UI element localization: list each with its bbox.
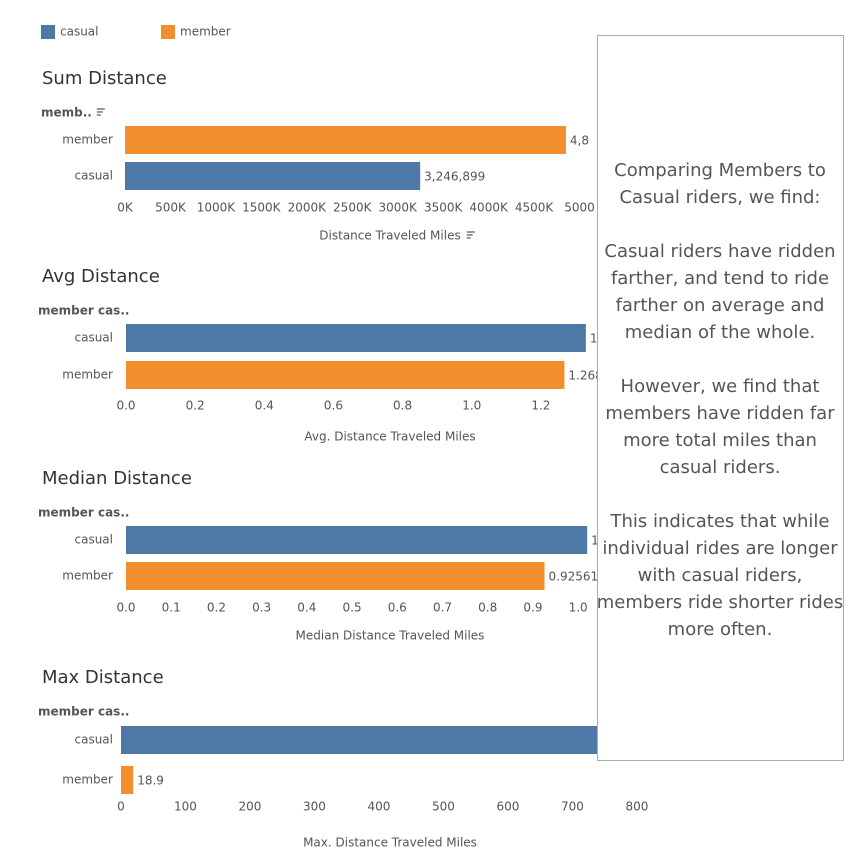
x-tick-label: 0K — [117, 201, 134, 215]
x-tick-label: 0.8 — [393, 399, 412, 413]
x-tick-label: 1500K — [242, 201, 282, 215]
y-header: member cas.. — [38, 304, 129, 318]
legend-label: member — [180, 25, 231, 39]
x-tick-label: 0.0 — [116, 399, 135, 413]
value-label: 1 — [590, 332, 598, 346]
note-line: members have ridden far — [605, 403, 835, 424]
note: Comparing Members to Casual riders, we fi… — [597, 160, 844, 640]
note-line: This indicates that while — [610, 511, 830, 532]
x-tick-label: 0.1 — [162, 601, 181, 615]
x-tick-label: 3000K — [379, 201, 419, 215]
x-tick-label: 200 — [239, 800, 262, 814]
y-header: member cas.. — [38, 506, 129, 520]
x-tick-label: 4000K — [469, 201, 509, 215]
value-label: 18.9 — [137, 774, 164, 788]
x-tick-label: 100 — [174, 800, 197, 814]
x-tick-label: 800 — [625, 800, 648, 814]
x-tick-label: 0.9 — [523, 601, 542, 615]
x-axis-title: Median Distance Traveled Miles — [296, 629, 485, 643]
note-box — [597, 35, 844, 761]
note-line: median of the whole. — [625, 322, 815, 343]
note-line: individual rides are longer — [602, 538, 838, 559]
x-tick-label: 700 — [561, 800, 584, 814]
note-line: with casual riders, — [638, 565, 803, 586]
chart-title: Avg Distance — [42, 266, 160, 287]
x-tick-label: 0.5 — [343, 601, 362, 615]
x-tick-label: 300 — [303, 800, 326, 814]
x-tick-label: 0.4 — [297, 601, 316, 615]
x-tick-label: 0.2 — [186, 399, 205, 413]
x-axis-title: Max. Distance Traveled Miles — [303, 836, 477, 850]
x-tick-label: 5000 — [564, 201, 595, 215]
x-tick-label: 600 — [497, 800, 520, 814]
chart-title: Median Distance — [42, 468, 192, 489]
category-label: casual — [75, 733, 114, 747]
value-label: 4,8 — [570, 134, 589, 148]
value-label: 0.92561 — [549, 570, 599, 584]
x-tick-label: 2500K — [333, 201, 373, 215]
bar — [126, 562, 545, 590]
legend-swatch — [161, 25, 175, 39]
x-tick-label: 0.6 — [324, 399, 343, 413]
legend-swatch — [41, 25, 55, 39]
value-label: 1.268 — [568, 369, 602, 383]
x-tick-label: 0.6 — [388, 601, 407, 615]
y-header: member cas.. — [38, 705, 129, 719]
note-line: farther on average and — [616, 295, 825, 316]
x-tick-label: 0.7 — [433, 601, 452, 615]
chart-title: Max Distance — [42, 667, 164, 688]
note-line: However, we find that — [621, 376, 820, 397]
category-label: member — [62, 569, 113, 583]
legend-label: casual — [60, 25, 99, 39]
x-tick-label: 400 — [368, 800, 391, 814]
x-tick-label: 3500K — [424, 201, 464, 215]
bar — [125, 162, 421, 190]
x-axis-title: Distance Traveled Miles — [319, 229, 460, 243]
note-line: casual riders. — [660, 457, 781, 478]
x-tick-label: 1.2 — [531, 399, 550, 413]
value-label: 3,246,899 — [424, 170, 485, 184]
x-tick-label: 0.8 — [478, 601, 497, 615]
x-tick-label: 1.0 — [462, 399, 481, 413]
bar — [126, 324, 586, 352]
x-tick-label: 1000K — [197, 201, 237, 215]
category-label: casual — [75, 533, 114, 547]
x-tick-label: 0 — [117, 800, 125, 814]
chart-title: Sum Distance — [42, 68, 167, 89]
y-header: memb.. — [41, 106, 92, 120]
x-tick-label: 2000K — [288, 201, 328, 215]
category-label: casual — [75, 331, 114, 345]
x-tick-label: 4500K — [515, 201, 555, 215]
bar — [126, 526, 588, 554]
bar — [125, 126, 566, 154]
bar — [126, 361, 565, 389]
x-tick-label: 0.0 — [116, 601, 135, 615]
note-line: farther, and tend to ride — [611, 268, 829, 289]
note-line: members ride shorter rides — [597, 592, 844, 613]
x-tick-label: 0.3 — [252, 601, 271, 615]
bar — [121, 766, 134, 794]
category-label: member — [62, 773, 113, 787]
note-line: Casual riders have ridden — [604, 241, 835, 262]
x-tick-label: 500 — [432, 800, 455, 814]
x-tick-label: 0.4 — [255, 399, 274, 413]
note-line: more total miles than — [623, 430, 817, 451]
bar — [121, 726, 612, 754]
x-tick-label: 0.2 — [207, 601, 226, 615]
x-tick-label: 500K — [155, 201, 187, 215]
x-axis-title: Avg. Distance Traveled Miles — [304, 430, 475, 444]
charts: casual member Sum Distance memb.. member 4,8 c… — [38, 25, 648, 850]
note-line: more often. — [668, 619, 773, 640]
note-line: Comparing Members to — [614, 160, 826, 181]
category-label: member — [62, 133, 113, 147]
x-tick-label: 1.0 — [569, 601, 588, 615]
note-line: Casual riders, we find: — [619, 187, 820, 208]
category-label: member — [62, 368, 113, 382]
category-label: casual — [75, 169, 114, 183]
value-label: 1 — [591, 534, 599, 548]
